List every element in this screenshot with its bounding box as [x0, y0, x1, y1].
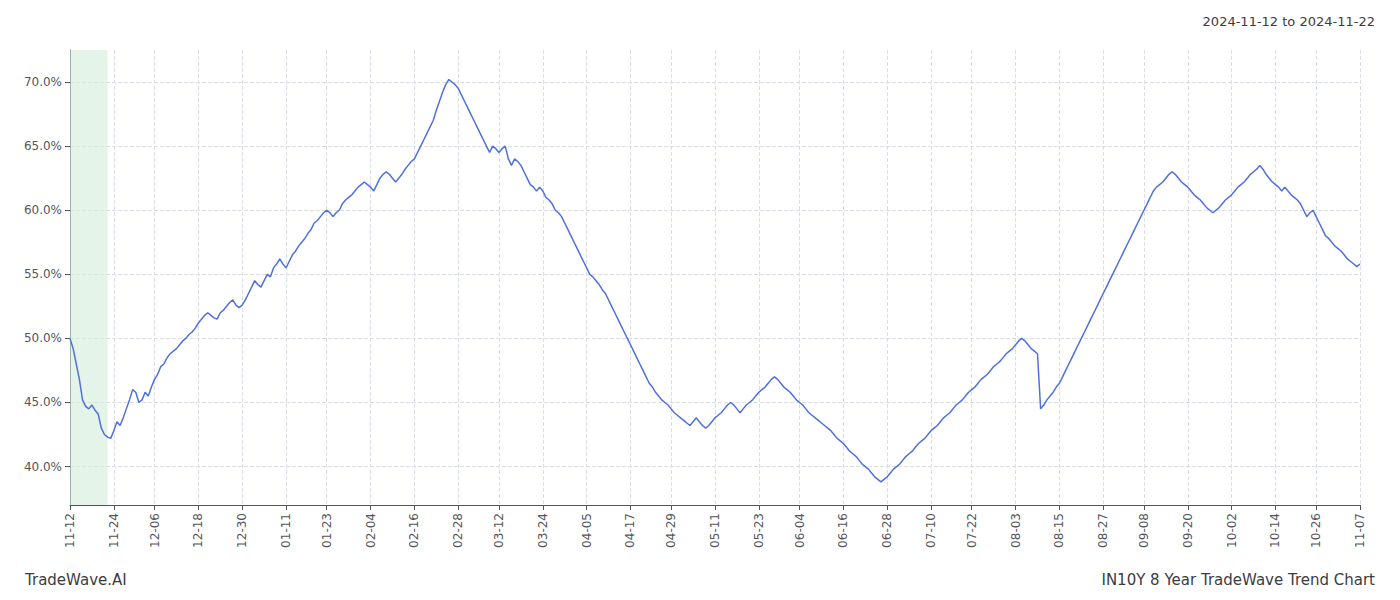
svg-text:40.0%: 40.0%: [24, 460, 62, 474]
svg-text:IN10Y 8 Year TradeWave Trend C: IN10Y 8 Year TradeWave Trend Chart: [1101, 571, 1375, 589]
svg-text:02-04: 02-04: [364, 513, 378, 548]
svg-text:TradeWave.AI: TradeWave.AI: [24, 571, 127, 589]
svg-text:55.0%: 55.0%: [24, 267, 62, 281]
svg-text:01-11: 01-11: [279, 513, 293, 548]
svg-text:65.0%: 65.0%: [24, 139, 62, 153]
svg-text:50.0%: 50.0%: [24, 331, 62, 345]
svg-text:04-05: 04-05: [580, 513, 594, 548]
svg-text:12-30: 12-30: [235, 513, 249, 548]
svg-text:10-14: 10-14: [1268, 513, 1282, 548]
svg-text:12-06: 12-06: [148, 513, 162, 548]
svg-text:11-07: 11-07: [1353, 513, 1367, 548]
svg-text:06-28: 06-28: [880, 513, 894, 548]
svg-text:02-16: 02-16: [407, 513, 421, 548]
svg-text:07-22: 07-22: [965, 513, 979, 548]
svg-text:06-16: 06-16: [836, 513, 850, 548]
svg-text:09-08: 09-08: [1137, 513, 1151, 548]
svg-text:08-15: 08-15: [1052, 513, 1066, 548]
svg-text:05-11: 05-11: [708, 513, 722, 548]
svg-text:12-18: 12-18: [191, 513, 205, 548]
svg-text:03-24: 03-24: [536, 513, 550, 548]
svg-text:70.0%: 70.0%: [24, 75, 62, 89]
svg-text:03-12: 03-12: [492, 513, 506, 548]
svg-text:04-17: 04-17: [623, 513, 637, 548]
svg-text:01-23: 01-23: [320, 513, 334, 548]
svg-text:45.0%: 45.0%: [24, 395, 62, 409]
svg-text:60.0%: 60.0%: [24, 203, 62, 217]
svg-text:02-28: 02-28: [451, 513, 465, 548]
svg-text:11-12: 11-12: [63, 513, 77, 548]
svg-text:08-27: 08-27: [1096, 513, 1110, 548]
svg-text:10-26: 10-26: [1309, 513, 1323, 548]
svg-text:09-20: 09-20: [1181, 513, 1195, 548]
svg-text:2024-11-12 to 2024-11-22: 2024-11-12 to 2024-11-22: [1203, 14, 1375, 29]
svg-text:06-04: 06-04: [793, 513, 807, 548]
svg-text:08-03: 08-03: [1009, 513, 1023, 548]
svg-text:05-23: 05-23: [752, 513, 766, 548]
svg-text:04-29: 04-29: [664, 513, 678, 548]
svg-text:07-10: 07-10: [924, 513, 938, 548]
svg-text:10-02: 10-02: [1225, 513, 1239, 548]
svg-text:11-24: 11-24: [107, 513, 121, 548]
